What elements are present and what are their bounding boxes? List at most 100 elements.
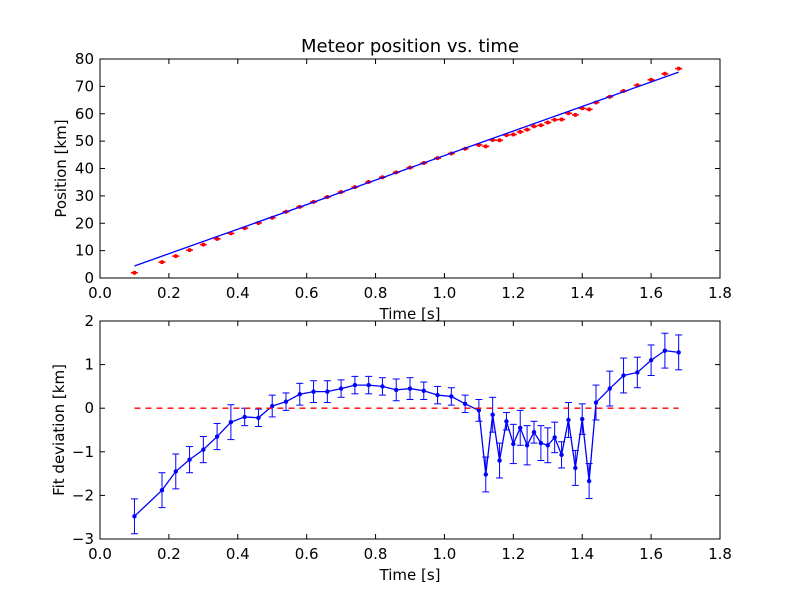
deviation-point xyxy=(545,443,550,448)
deviation-point xyxy=(476,408,482,413)
deviation-line xyxy=(133,349,679,517)
data-point-marker xyxy=(186,248,194,253)
position-x-tick-label: 1.0 xyxy=(433,284,457,302)
deviation-point xyxy=(648,358,654,363)
position-x-tick-label: 0.0 xyxy=(88,284,112,302)
deviation-point xyxy=(518,425,523,431)
deviation-axes-frame xyxy=(99,320,721,540)
data-point xyxy=(497,138,502,143)
deviation-y-tick-label: 0 xyxy=(84,399,94,417)
deviation-y-tick-label: −1 xyxy=(72,443,94,461)
data-point-marker xyxy=(647,77,655,82)
deviation-point xyxy=(407,386,413,391)
deviation-point xyxy=(228,419,234,425)
position-y-tick-label: 30 xyxy=(75,187,94,205)
deviation-y-tick-label: −2 xyxy=(72,486,94,504)
deviation-point xyxy=(607,386,612,391)
deviation-point xyxy=(256,415,261,420)
data-point xyxy=(538,123,543,128)
data-point xyxy=(201,242,206,247)
deviation-x-tick-label: 0.4 xyxy=(226,545,250,563)
deviation-point xyxy=(352,382,358,388)
deviation-point xyxy=(187,457,192,462)
deviation-point xyxy=(531,429,537,435)
position-x-tick-label: 1.2 xyxy=(501,284,525,302)
data-point xyxy=(649,77,654,82)
chart-title: Meteor position vs. time xyxy=(301,36,519,57)
data-point-marker xyxy=(509,132,517,137)
position-x-axis-label: Time [s] xyxy=(379,305,441,323)
data-point-marker xyxy=(482,144,490,149)
position-y-ticks: 0 10 20 30 40 50 60 70 80 xyxy=(75,50,720,287)
data-point xyxy=(676,66,681,71)
deviation-point xyxy=(338,386,344,391)
deviation-x-tick-label: 1.6 xyxy=(639,545,663,563)
deviation-point xyxy=(559,452,564,458)
deviation-x-tick-label: 1.0 xyxy=(433,545,457,563)
deviation-point xyxy=(214,434,220,439)
data-point-marker xyxy=(675,66,683,71)
deviation-x-tick-label: 0.0 xyxy=(88,545,112,563)
data-point xyxy=(587,107,592,112)
data-point-marker xyxy=(523,127,531,132)
deviation-point xyxy=(566,417,571,423)
position-plot-area xyxy=(130,66,683,275)
deviation-point xyxy=(132,514,137,519)
position-y-tick-label: 60 xyxy=(75,105,94,123)
deviation-point xyxy=(552,435,557,440)
deviation-y-tick-label: 2 xyxy=(84,312,94,330)
data-point xyxy=(662,71,667,76)
data-point-marker xyxy=(571,112,579,117)
data-point-marker xyxy=(530,124,538,129)
data-point xyxy=(573,112,578,117)
data-point-marker xyxy=(516,129,524,134)
deviation-point xyxy=(580,416,585,422)
data-point-marker xyxy=(130,270,138,275)
data-point-marker xyxy=(551,117,559,122)
data-point-marker xyxy=(158,260,166,265)
deviation-point xyxy=(538,440,544,446)
deviation-point xyxy=(449,394,454,399)
position-panel: Meteor position vs. time 0.0 0.2 0.4 0.6 0.8… xyxy=(52,36,732,323)
deviation-point xyxy=(511,441,516,447)
data-point xyxy=(518,129,523,134)
data-point-marker xyxy=(544,120,552,125)
deviation-point xyxy=(621,373,626,378)
deviation-point xyxy=(586,478,592,484)
data-point-marker xyxy=(585,107,593,112)
deviation-panel: 0.0 0.2 0.4 0.6 0.8 1.0 1.2 1.4 1.6 1.8 −3 −2 −1 0 1 2… xyxy=(50,312,732,584)
position-x-tick-label: 0.6 xyxy=(295,284,319,302)
data-point-marker xyxy=(558,117,566,122)
data-point-marker xyxy=(661,71,669,76)
position-y-tick-label: 50 xyxy=(75,132,94,150)
position-x-tick-label: 0.4 xyxy=(226,284,250,302)
deviation-point xyxy=(490,412,495,417)
position-x-tick-label: 1.6 xyxy=(639,284,663,302)
data-point xyxy=(132,270,137,275)
position-x-tick-label: 1.4 xyxy=(570,284,594,302)
deviation-x-ticks: 0.0 0.2 0.4 0.6 0.8 1.0 1.2 1.4 1.6 1.8 xyxy=(88,321,732,563)
position-y-tick-label: 70 xyxy=(75,77,94,95)
deviation-point xyxy=(325,389,330,394)
deviation-point xyxy=(201,447,206,452)
deviation-x-tick-label: 1.8 xyxy=(708,545,732,563)
deviation-point xyxy=(366,382,371,388)
data-point xyxy=(559,117,564,122)
data-point-marker xyxy=(199,242,207,247)
deviation-x-tick-label: 1.4 xyxy=(570,545,594,563)
data-point xyxy=(511,132,516,137)
position-x-tick-label: 1.8 xyxy=(708,284,732,302)
deviation-point xyxy=(380,384,385,389)
deviation-x-axis-label: Time [s] xyxy=(379,566,441,584)
data-point xyxy=(215,236,220,241)
deviation-point xyxy=(593,400,599,405)
data-point-marker xyxy=(172,254,180,259)
deviation-x-tick-label: 0.8 xyxy=(364,545,388,563)
deviation-y-ticks: −3 −2 −1 0 1 2 xyxy=(72,312,720,548)
deviation-point xyxy=(421,388,426,393)
data-point-marker xyxy=(496,138,504,143)
deviation-point xyxy=(159,487,165,493)
data-point xyxy=(483,144,488,149)
